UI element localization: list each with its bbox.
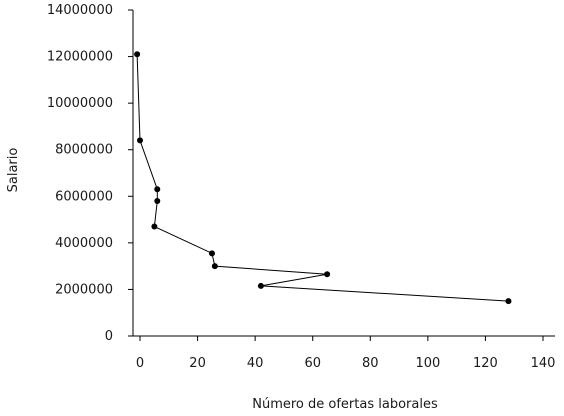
data-point (151, 223, 158, 230)
x-tick-label: 60 (304, 356, 321, 371)
data-point (211, 263, 218, 270)
x-tick-label: 20 (189, 356, 206, 371)
y-tick-label: 10000000 (47, 96, 113, 111)
data-point (324, 271, 331, 278)
x-axis-title: Número de ofertas laborales (252, 397, 438, 412)
y-tick-label: 4000000 (55, 236, 113, 251)
data-point (257, 282, 264, 289)
y-tick-label: 6000000 (55, 189, 113, 204)
y-tick-label: 14000000 (47, 3, 113, 18)
data-point (137, 137, 143, 144)
data-point (134, 51, 141, 58)
y-tick-label: 12000000 (47, 50, 113, 65)
data-point (208, 250, 215, 257)
data-point (154, 197, 161, 204)
x-tick-label: 100 (415, 356, 440, 371)
data-point (505, 298, 512, 305)
y-tick-label: 0 (105, 329, 113, 344)
y-axis-title: Salario (6, 148, 21, 193)
y-tick-label: 2000000 (55, 282, 113, 297)
x-axis: 0 20 40 60 80 100 120 140 (133, 335, 556, 371)
y-tick-label: 8000000 (55, 143, 113, 158)
data-point (154, 186, 161, 193)
series-line (136, 54, 509, 302)
series-group (134, 51, 512, 305)
x-tick-label: 80 (362, 356, 379, 371)
x-tick-label: 40 (247, 356, 264, 371)
x-tick-label: 0 (136, 356, 144, 371)
x-tick-label: 140 (531, 356, 556, 371)
x-tick-label: 120 (473, 356, 498, 371)
y-axis: 0 2000000 4000000 6000000 8000000 10000000 120… (47, 3, 134, 344)
